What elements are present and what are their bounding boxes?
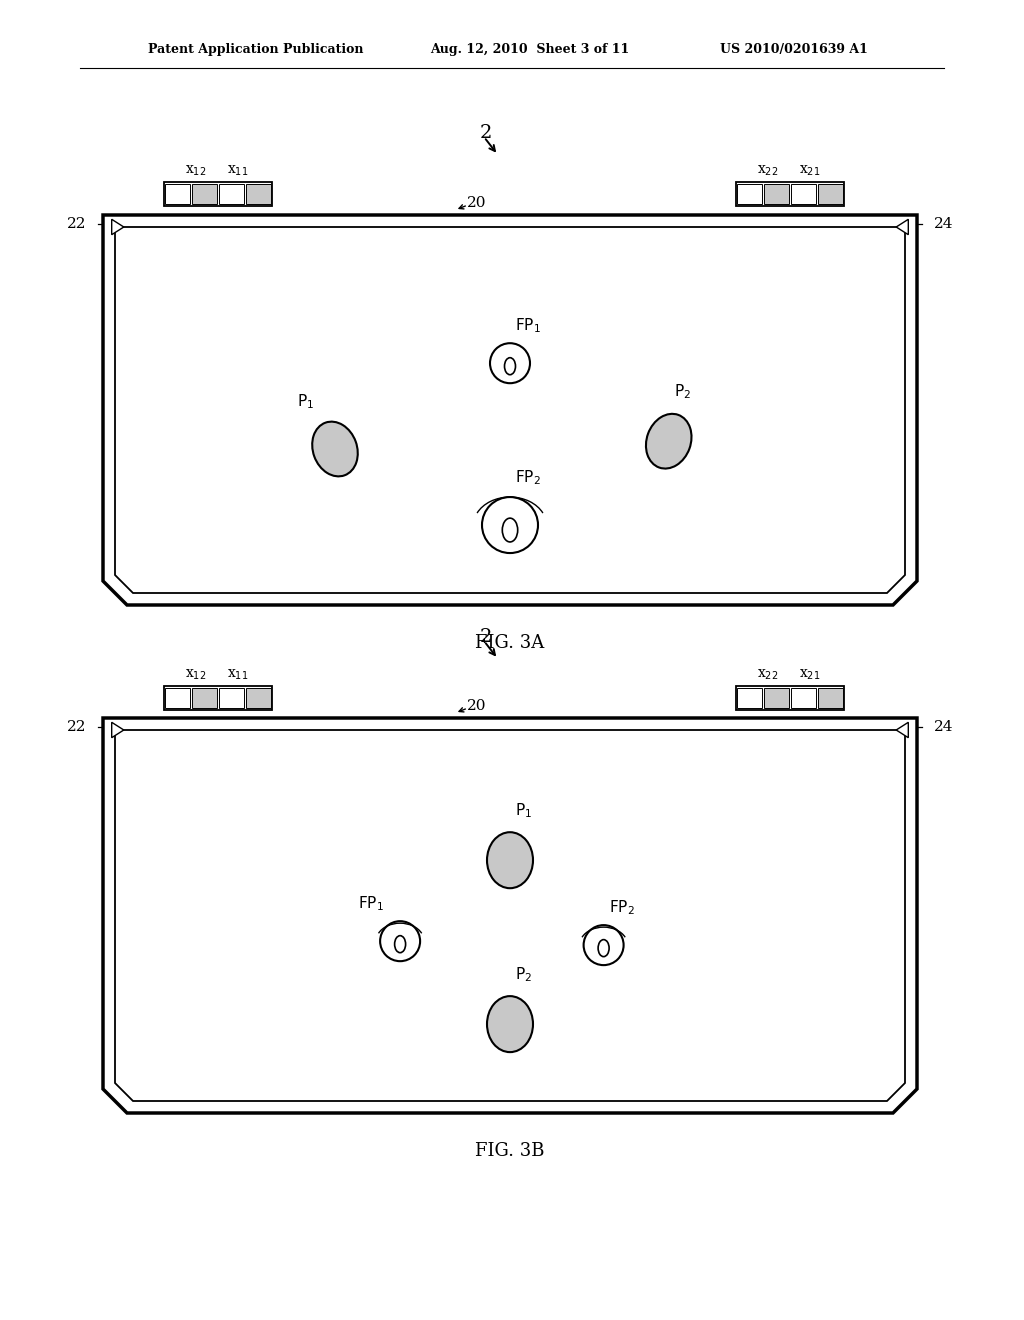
Text: x$_{21}$: x$_{21}$ [800,164,820,178]
Text: x$_{11}$: x$_{11}$ [227,164,249,178]
Bar [193,183,217,205]
Polygon shape [896,219,908,235]
Ellipse shape [394,936,406,953]
Ellipse shape [312,421,357,477]
Text: P$_1$: P$_1$ [515,801,532,820]
Polygon shape [103,718,918,1113]
Text: P$_2$: P$_2$ [515,965,532,985]
Bar [219,183,244,205]
Text: FIG. 3B: FIG. 3B [475,1142,545,1160]
Circle shape [584,925,624,965]
Text: P$_2$: P$_2$ [674,383,691,401]
Polygon shape [112,219,124,235]
Bar [791,183,816,205]
Bar [737,688,762,708]
Text: 24: 24 [934,719,953,734]
Text: x$_{12}$: x$_{12}$ [185,668,207,682]
Circle shape [490,343,530,383]
Bar [193,688,217,708]
Bar [164,182,272,206]
Text: Aug. 12, 2010  Sheet 3 of 11: Aug. 12, 2010 Sheet 3 of 11 [430,44,630,57]
Bar [165,688,190,708]
Text: x$_{12}$: x$_{12}$ [185,164,207,178]
Ellipse shape [598,940,609,957]
Circle shape [380,921,420,961]
Bar [246,688,271,708]
Bar [818,688,843,708]
Polygon shape [103,215,918,605]
Text: 2: 2 [480,628,493,645]
Text: FIG. 3A: FIG. 3A [475,634,545,652]
Bar [736,182,844,206]
Text: FP$_1$: FP$_1$ [515,317,541,335]
Bar [164,686,272,710]
Bar [219,688,244,708]
Text: Patent Application Publication: Patent Application Publication [148,44,364,57]
Text: 24: 24 [934,216,953,231]
Text: x$_{11}$: x$_{11}$ [227,668,249,682]
Ellipse shape [646,414,691,469]
Bar [818,183,843,205]
Text: x$_{22}$: x$_{22}$ [758,164,778,178]
Ellipse shape [487,832,534,888]
Bar [737,183,762,205]
Text: 22: 22 [67,719,86,734]
Text: 20: 20 [467,195,486,210]
Bar [791,688,816,708]
Bar [764,183,790,205]
Text: FP$_1$: FP$_1$ [358,895,384,913]
Polygon shape [115,227,905,593]
Polygon shape [115,730,905,1101]
Bar [736,686,844,710]
Ellipse shape [503,519,518,543]
Text: 2: 2 [480,124,493,143]
Ellipse shape [505,358,515,375]
Text: FP$_2$: FP$_2$ [515,469,541,487]
Text: 20: 20 [467,700,486,713]
Text: FP$_2$: FP$_2$ [608,899,635,917]
Text: US 2010/0201639 A1: US 2010/0201639 A1 [720,44,868,57]
Polygon shape [112,722,124,738]
Text: x$_{21}$: x$_{21}$ [800,668,820,682]
Bar [246,183,271,205]
Circle shape [482,498,538,553]
Polygon shape [896,722,908,738]
Ellipse shape [487,997,534,1052]
Bar [165,183,190,205]
Text: x$_{22}$: x$_{22}$ [758,668,778,682]
Bar [764,688,790,708]
Text: 22: 22 [67,216,86,231]
Text: P$_1$: P$_1$ [297,392,314,411]
